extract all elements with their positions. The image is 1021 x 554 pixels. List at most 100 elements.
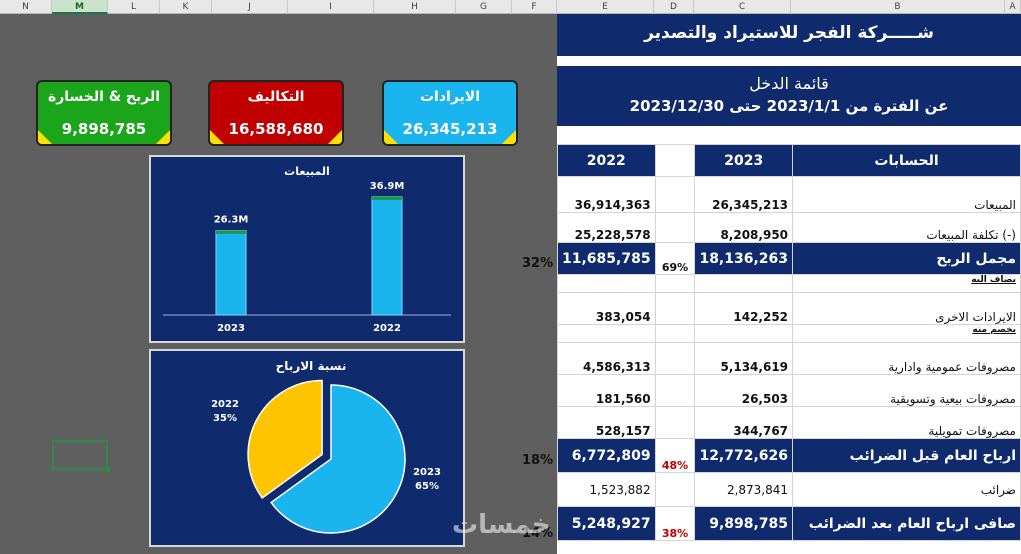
table-row-other-rev: 383,054 142,252 الايرادات الاخرى xyxy=(557,292,1021,325)
empty-cell[interactable] xyxy=(557,274,656,293)
col-header-e[interactable]: E xyxy=(557,0,654,14)
ga-2023[interactable]: 5,134,619 xyxy=(694,342,794,375)
gross-margin-2023[interactable]: 69% xyxy=(654,242,696,275)
cogs-2022[interactable]: 25,228,578 xyxy=(557,212,656,243)
corner-triangle-icon xyxy=(210,130,224,144)
pie-slice xyxy=(270,384,406,534)
col-header-h[interactable]: H xyxy=(374,0,456,14)
empty-cell[interactable] xyxy=(694,324,794,343)
less-note-label[interactable]: يخصم منه xyxy=(792,324,1021,343)
costs-card-title: التكاليف xyxy=(247,89,305,105)
column-header-bar: N M L K J I H G F E D C B A xyxy=(0,0,1021,14)
revenue-card-value: 26,345,213 xyxy=(402,120,498,138)
spacer-cell[interactable] xyxy=(654,342,696,375)
gross-2023[interactable]: 18,136,263 xyxy=(694,242,794,275)
selling-2022[interactable]: 181,560 xyxy=(557,374,656,407)
profit-ratio-chart-svg: نسبة الارباح 2023 65% 2022 35% xyxy=(211,359,441,534)
spacer-cell[interactable] xyxy=(654,212,696,243)
costs-card-value: 16,588,680 xyxy=(228,120,324,138)
statement-period: عن الفترة من 2023/1/1 حتى 2023/12/30 xyxy=(629,97,949,115)
cogs-2023[interactable]: 8,208,950 xyxy=(694,212,794,243)
corner-triangle-icon xyxy=(38,130,52,144)
col-header-f[interactable]: F xyxy=(512,0,557,14)
other-rev-2023[interactable]: 142,252 xyxy=(694,292,794,325)
col-header-n[interactable]: N xyxy=(0,0,52,14)
header-2022[interactable]: 2022 xyxy=(557,144,656,177)
col-header-l[interactable]: L xyxy=(108,0,160,14)
spacer-cell[interactable] xyxy=(654,472,696,507)
profit-card[interactable]: الربح & الخسارة 9,898,785 xyxy=(36,80,172,146)
sales-chart[interactable]: المبيعات 26.3M 2023 36.9M 2022 xyxy=(149,155,465,343)
selling-2023[interactable]: 26,503 xyxy=(694,374,794,407)
profit-ratio-chart[interactable]: نسبة الارباح 2023 65% 2022 35% xyxy=(149,349,465,547)
other-rev-2022[interactable]: 383,054 xyxy=(557,292,656,325)
ebt-label[interactable]: ارباح العام قبل الضرائب xyxy=(792,438,1021,473)
watermark-logo: خمسات xyxy=(452,510,551,540)
col-header-g[interactable]: G xyxy=(456,0,512,14)
pie-label: 2022 xyxy=(211,399,239,410)
bar-data-label: 36.9M xyxy=(370,181,405,192)
table-row-ga: 4,586,313 5,134,619 مصروفات عمومية وادار… xyxy=(557,342,1021,375)
spacer-cell[interactable] xyxy=(654,274,696,293)
chart-title: المبيعات xyxy=(284,165,330,178)
empty-cell[interactable] xyxy=(557,324,656,343)
ebt-margin-2022: 18% xyxy=(522,453,554,468)
spacer-cell[interactable] xyxy=(654,324,696,343)
col-header-i[interactable]: I xyxy=(288,0,374,14)
table-row-gross: 11,685,785 69% 18,136,263 مجمل الربح xyxy=(557,242,1021,275)
selected-cell[interactable] xyxy=(52,440,110,472)
x-tick-label: 2022 xyxy=(373,323,401,334)
table-row-cogs: 25,228,578 8,208,950 (-) تكلفة المبيعات xyxy=(557,212,1021,243)
spacer-cell[interactable] xyxy=(654,144,696,177)
costs-card[interactable]: التكاليف 16,588,680 xyxy=(208,80,344,146)
spacer-cell[interactable] xyxy=(654,292,696,325)
ebt-2023[interactable]: 12,772,626 xyxy=(694,438,794,473)
header-2023[interactable]: 2023 xyxy=(694,144,794,177)
sales-label[interactable]: المبيعات xyxy=(792,176,1021,213)
spacer-cell[interactable] xyxy=(654,406,696,439)
gross-2022[interactable]: 11,685,785 xyxy=(557,242,656,275)
spacer-cell[interactable] xyxy=(654,176,696,213)
net-2022[interactable]: 5,248,927 xyxy=(557,506,656,541)
sales-2023[interactable]: 26,345,213 xyxy=(694,176,794,213)
sales-chart-svg: المبيعات 26.3M 2023 36.9M 2022 xyxy=(163,165,451,334)
col-header-d[interactable]: D xyxy=(654,0,694,14)
add-note-label[interactable]: يضاف اليه xyxy=(792,274,1021,293)
spacer-cell[interactable] xyxy=(654,374,696,407)
net-2023[interactable]: 9,898,785 xyxy=(694,506,794,541)
col-header-b[interactable]: B xyxy=(791,0,1005,14)
profit-card-value: 9,898,785 xyxy=(61,120,147,138)
revenue-card[interactable]: الايرادات 26,345,213 xyxy=(382,80,518,146)
net-margin-2023[interactable]: 38% xyxy=(654,506,696,541)
tax-2022[interactable]: 1,523,882 xyxy=(557,472,656,507)
finance-2022[interactable]: 528,157 xyxy=(557,406,656,439)
revenue-card-title: الايرادات xyxy=(419,89,481,105)
sales-2022[interactable]: 36,914,363 xyxy=(557,176,656,213)
selling-label[interactable]: مصروفات بيعية وتسويقية xyxy=(792,374,1021,407)
col-header-c[interactable]: C xyxy=(694,0,791,14)
col-header-j[interactable]: J xyxy=(212,0,288,14)
tax-label[interactable]: ضرائب xyxy=(792,472,1021,507)
net-label[interactable]: صافى ارباح العام بعد الضرائب xyxy=(792,506,1021,541)
ga-2022[interactable]: 4,586,313 xyxy=(557,342,656,375)
finance-label[interactable]: مصروفات تمويلية xyxy=(792,406,1021,439)
table-row-less-note: يخصم منه xyxy=(557,324,1021,343)
statement-heading: قائمة الدخل عن الفترة من 2023/1/1 حتى 20… xyxy=(557,66,1021,126)
bar-data-label: 26.3M xyxy=(214,215,249,226)
cogs-label[interactable]: (-) تكلفة المبيعات xyxy=(792,212,1021,243)
col-header-k[interactable]: K xyxy=(160,0,212,14)
ebt-margin-2023[interactable]: 48% xyxy=(654,438,696,473)
ga-label[interactable]: مصروفات عمومية وادارية xyxy=(792,342,1021,375)
col-header-a[interactable]: A xyxy=(1005,0,1021,14)
income-statement-table: 2022 2023 الحسابات 36,914,363 26,345,213… xyxy=(557,144,1021,541)
empty-cell[interactable] xyxy=(694,274,794,293)
gross-label[interactable]: مجمل الربح xyxy=(792,242,1021,275)
other-rev-label[interactable]: الايرادات الاخرى xyxy=(792,292,1021,325)
table-row-ebt: 6,772,809 48% 12,772,626 ارباح العام قبل… xyxy=(557,438,1021,473)
col-header-m[interactable]: M xyxy=(52,0,108,14)
ebt-2022[interactable]: 6,772,809 xyxy=(557,438,656,473)
bar-top-edge xyxy=(372,196,402,200)
header-accounts[interactable]: الحسابات xyxy=(792,144,1021,177)
finance-2023[interactable]: 344,767 xyxy=(694,406,794,439)
tax-2023[interactable]: 2,873,841 xyxy=(694,472,794,507)
